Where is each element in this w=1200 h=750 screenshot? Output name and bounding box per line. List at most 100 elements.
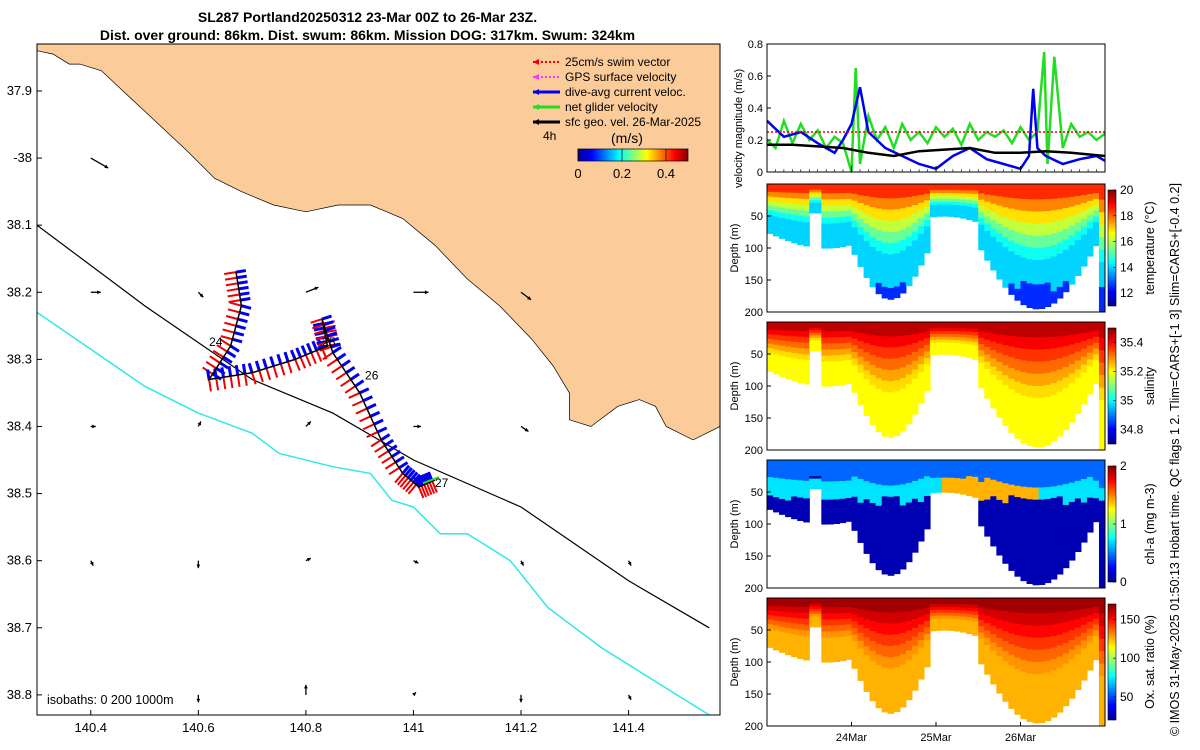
- section-cell-1-0-3: [767, 339, 774, 345]
- section-cell-2-30-3: [948, 471, 955, 476]
- section-cell-2-54-6: [1092, 498, 1100, 505]
- section-cell-3-0-9: [767, 642, 774, 648]
- section-cell-0-40-6: [1008, 251, 1016, 263]
- section-surface-2-33: [966, 460, 973, 464]
- section-cell-1-54-3: [1092, 342, 1100, 350]
- section-surface-3-10: [827, 598, 834, 602]
- section-cell-3-36-7: [984, 652, 991, 661]
- section-cell-2-16-8: [863, 535, 871, 545]
- section-cell-1-38-8: [996, 398, 1003, 409]
- section-cell-3-2-1: [779, 606, 786, 613]
- section-surface-0-11: [833, 184, 841, 188]
- section-cell-2-52-5: [1080, 502, 1088, 512]
- section-cell-0-13-3: [845, 204, 853, 212]
- section-cell-0-12-2: [839, 199, 847, 206]
- section-cell-1-31-8: [954, 349, 961, 353]
- section-cell-0-52-6: [1080, 234, 1088, 243]
- section-cell-1-34-9: [972, 355, 979, 360]
- section-cell-1-24-6: [911, 378, 919, 389]
- section-cell-3-50-7: [1068, 668, 1076, 680]
- section-cell-0-47-4: [1050, 233, 1058, 246]
- section-cell-3-37-2: [990, 617, 997, 627]
- section-cell-2-29-8: [942, 486, 949, 490]
- section-cell-0-33-4: [966, 200, 973, 204]
- section-cell-3-3-3: [785, 617, 792, 624]
- section-cell-1-33-8: [966, 351, 973, 355]
- section-cell-0-37-6: [990, 236, 997, 246]
- section-cell-1-8-2: [815, 330, 822, 334]
- section-cell-0-9-5: [821, 217, 828, 225]
- section-cell-3-37-9: [990, 675, 997, 685]
- section-cell-0-37-9: [990, 261, 997, 271]
- map-frame: [36, 43, 721, 716]
- section-cell-3-30-0: [948, 601, 955, 605]
- current-vector-58: [373, 418, 384, 426]
- section-surface-2-25: [917, 460, 925, 464]
- section-cell-2-21-9: [893, 562, 901, 575]
- section-cell-0-49-7: [1062, 260, 1070, 272]
- section-cell-0-13-1: [845, 193, 853, 200]
- section-cell-1-27-0: [929, 325, 937, 329]
- section-cell-3-2-0: [779, 601, 786, 607]
- section-cell-1-29-8: [942, 348, 949, 352]
- section-cell-1-55-9: [1098, 437, 1105, 450]
- section-surface-3-15: [857, 598, 865, 602]
- section-cell-1-23-3: [905, 354, 913, 366]
- section-cell-1-7-3: [809, 332, 816, 337]
- section-cell-0-50-0: [1068, 187, 1076, 198]
- section-cell-0-23-9: [905, 275, 913, 287]
- section-cell-1-30-3: [948, 333, 955, 338]
- section-cell-2-30-8: [948, 486, 955, 490]
- section-cell-1-17-1: [869, 335, 877, 346]
- section-cell-0-10-7: [827, 229, 834, 237]
- section-cell-2-27-3: [929, 472, 937, 476]
- section-cell-3-3-2: [785, 611, 792, 618]
- section-cell-0-52-0: [1080, 187, 1088, 196]
- swim-vector-60: [370, 439, 382, 448]
- section-cell-0-53-6: [1086, 228, 1094, 236]
- section-cell-2-36-7: [984, 514, 991, 523]
- section-cell-0-1-9: [773, 230, 780, 237]
- section-cell-0-43-3: [1026, 223, 1034, 236]
- section-cb-tick-label-3-2: 150: [1120, 612, 1140, 626]
- section-cell-2-6-7: [803, 504, 810, 511]
- section-cell-3-34-3: [972, 611, 979, 616]
- swim-vector-48: [322, 351, 334, 361]
- section-cell-3-47-0: [1050, 601, 1058, 614]
- section-cell-3-23-9: [905, 689, 913, 701]
- section-cell-1-52-2: [1080, 340, 1088, 350]
- section-cell-0-11-3: [833, 205, 841, 212]
- section-cell-0-15-4: [857, 218, 865, 228]
- section-cell-0-40-5: [1008, 240, 1016, 253]
- section-cell-1-19-0: [881, 325, 889, 337]
- current-vector-3: [238, 285, 249, 291]
- section-cell-3-15-6: [857, 648, 865, 658]
- swim-vector-27: [272, 365, 279, 378]
- section-cell-3-5-3: [797, 618, 804, 625]
- section-cell-2-41-2: [1014, 485, 1022, 498]
- section-cell-0-50-5: [1068, 235, 1076, 246]
- section-cell-3-20-8: [887, 690, 895, 703]
- section-cell-2-33-6: [966, 482, 973, 487]
- section-cell-2-29-1: [942, 466, 949, 470]
- section-cell-0-45-2: [1038, 211, 1046, 225]
- section-cell-2-44-5: [1032, 523, 1040, 537]
- section-cell-0-21-6: [893, 253, 901, 266]
- section-cell-3-53-9: [1086, 663, 1094, 671]
- section-cell-1-24-5: [911, 369, 919, 380]
- section-cell-0-5-4: [797, 210, 804, 217]
- section-cell-1-42-6: [1020, 395, 1028, 408]
- map-x-tick-label-0: 140.4: [75, 720, 108, 735]
- section-surface-1-29: [942, 322, 949, 326]
- section-cell-3-41-8: [1014, 691, 1022, 704]
- section-cell-0-3-2: [785, 197, 792, 204]
- section-cell-2-53-9: [1086, 525, 1094, 533]
- section-cell-0-17-3: [869, 217, 877, 228]
- section-cell-2-53-5: [1086, 497, 1094, 506]
- swim-vector-1: [224, 276, 238, 281]
- section-cell-1-19-5: [881, 380, 889, 393]
- section-cell-2-48-7: [1056, 540, 1064, 553]
- section-cell-0-35-8: [978, 237, 985, 245]
- section-cell-0-10-9: [827, 241, 834, 249]
- section-cell-0-15-6: [857, 234, 865, 244]
